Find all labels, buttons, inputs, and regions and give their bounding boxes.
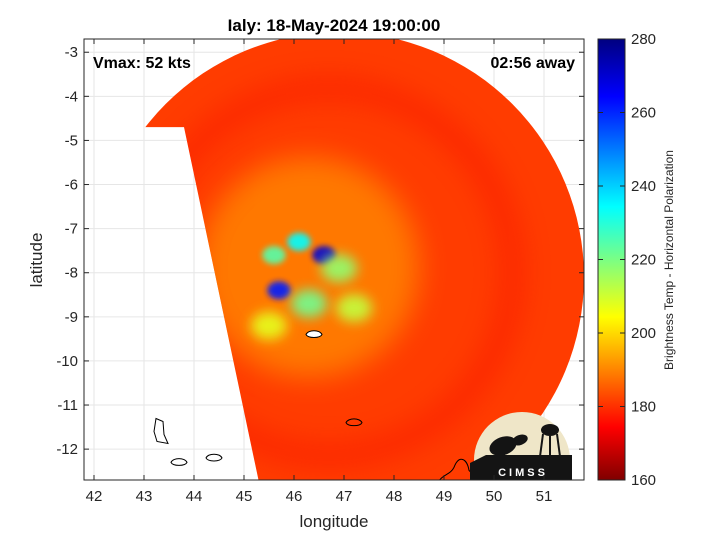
- x-axis-label: longitude: [299, 512, 368, 531]
- vmax-annotation: Vmax: 52 kts: [93, 55, 191, 72]
- y-tick-label: -7: [65, 221, 78, 238]
- x-tick-label: 48: [386, 488, 403, 505]
- coastline-islet-2: [153, 417, 169, 445]
- y-tick-label: -10: [56, 353, 78, 370]
- colorbar-tick-label: 240: [631, 178, 656, 195]
- x-tick-label: 46: [286, 488, 303, 505]
- colorbar-tick-label: 220: [631, 252, 656, 269]
- coastline-islet-1: [305, 330, 323, 338]
- x-tick-label: 51: [536, 488, 553, 505]
- colorbar-tick-label: 180: [631, 399, 656, 416]
- chart-title: Ialy: 18-May-2024 19:00:00: [228, 16, 441, 35]
- colorbar-tick-label: 160: [631, 472, 656, 489]
- colorbar-tick-label: 260: [631, 105, 656, 122]
- y-tick-label: -6: [65, 177, 78, 194]
- feature-warm-band: [320, 254, 358, 283]
- x-tick-label: 42: [86, 488, 103, 505]
- building-icon: [470, 455, 572, 480]
- feature-warm-band: [335, 294, 373, 323]
- tower-icon: [541, 424, 559, 436]
- y-tick-label: -11: [57, 397, 78, 414]
- feature-warm-band: [250, 311, 288, 340]
- x-axis: 42 43 44 45 46 47 48 49 50 51: [86, 39, 553, 505]
- y-tick-label: -5: [65, 132, 78, 149]
- x-tick-label: 44: [186, 488, 203, 505]
- x-tick-label: 49: [436, 488, 453, 505]
- coastline-islet-4: [205, 453, 223, 462]
- feature-warm-spot: [262, 246, 286, 265]
- feature-warm-spot: [287, 232, 311, 251]
- x-tick-label: 47: [336, 488, 353, 505]
- x-tick-label: 45: [236, 488, 253, 505]
- feature-warm-band: [290, 289, 328, 318]
- y-tick-label: -8: [65, 265, 78, 282]
- colorbar-tick-label: 200: [631, 325, 656, 342]
- y-tick-label: -4: [65, 88, 78, 105]
- cimss-logo: CIMSS: [470, 412, 572, 480]
- y-axis: -3 -4 -5 -6 -7 -8 -9 -10 -11 -12: [56, 44, 584, 458]
- axes-frame: [83, 38, 585, 481]
- dish-icon: [489, 436, 517, 456]
- x-tick-label: 43: [136, 488, 153, 505]
- x-tick-label: 50: [486, 488, 503, 505]
- time-offset-annotation: 02:56 away: [490, 55, 575, 72]
- logo-text: CIMSS: [498, 467, 548, 479]
- colorbar-ticks: 160 180 200 220 240 260 280: [598, 31, 656, 489]
- y-tick-label: -12: [56, 441, 78, 458]
- y-tick-label: -9: [65, 309, 78, 326]
- coastline-islet-3: [170, 458, 188, 466]
- feature-warm-spot: [267, 281, 291, 300]
- colorbar-label: Brightness Temp - Horizontal Polarizatio…: [662, 150, 676, 370]
- y-tick-label: -3: [65, 44, 78, 61]
- y-axis-label: latitude: [27, 233, 46, 288]
- colorbar-tick-label: 280: [631, 31, 656, 48]
- coastline-islet-5: [345, 418, 363, 427]
- swath-core-halo: [198, 156, 420, 378]
